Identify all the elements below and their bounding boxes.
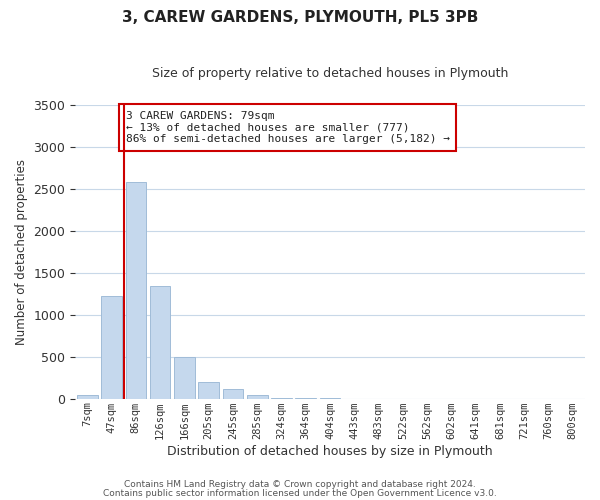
- Text: 3, CAREW GARDENS, PLYMOUTH, PL5 3PB: 3, CAREW GARDENS, PLYMOUTH, PL5 3PB: [122, 10, 478, 25]
- Text: Contains public sector information licensed under the Open Government Licence v3: Contains public sector information licen…: [103, 488, 497, 498]
- Bar: [150, 286, 170, 399]
- Bar: [247, 396, 268, 398]
- Title: Size of property relative to detached houses in Plymouth: Size of property relative to detached ho…: [152, 68, 508, 80]
- Bar: [199, 382, 219, 398]
- Y-axis label: Number of detached properties: Number of detached properties: [15, 159, 28, 345]
- X-axis label: Distribution of detached houses by size in Plymouth: Distribution of detached houses by size …: [167, 444, 493, 458]
- Text: Contains HM Land Registry data © Crown copyright and database right 2024.: Contains HM Land Registry data © Crown c…: [124, 480, 476, 489]
- Bar: [77, 396, 98, 398]
- Text: 3 CAREW GARDENS: 79sqm
← 13% of detached houses are smaller (777)
86% of semi-de: 3 CAREW GARDENS: 79sqm ← 13% of detached…: [125, 111, 449, 144]
- Bar: [223, 390, 243, 398]
- Bar: [174, 357, 195, 399]
- Bar: [125, 182, 146, 398]
- Bar: [101, 296, 122, 399]
